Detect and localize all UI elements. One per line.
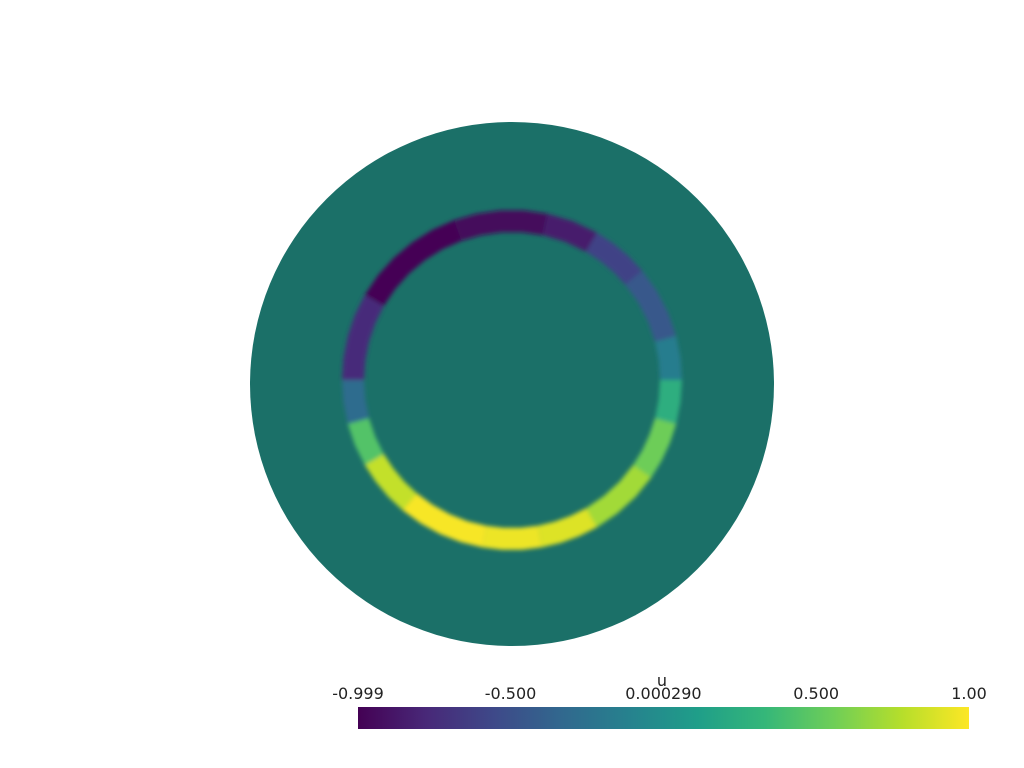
ring-segment [537, 508, 597, 548]
color-ramp [358, 707, 969, 729]
ring-segment [655, 380, 682, 424]
tick-label: -0.500 [484, 684, 537, 703]
circular-domain [250, 122, 774, 646]
field-ring [342, 210, 682, 550]
tick-label: 1.00 [951, 684, 987, 703]
ring-segment [655, 336, 682, 380]
ring-segment [586, 232, 643, 285]
scalar-bar-title: u [656, 671, 668, 690]
ring-segment [482, 525, 542, 550]
ring-segment [586, 464, 652, 528]
tick-label: 0.000290 [625, 684, 702, 703]
ring-segment [342, 380, 369, 424]
ring-segment [542, 213, 597, 252]
ring-segment [364, 220, 462, 306]
scalar-bar: u -0.999 -0.500 0.000290 0.500 1.00 [330, 672, 994, 736]
ring-segment [402, 493, 487, 548]
ring-segment [364, 454, 417, 511]
ring-segment [342, 295, 384, 380]
ring-segment [625, 270, 677, 342]
ring-segment [347, 418, 384, 465]
tick-label: 0.500 [793, 684, 840, 703]
tick-label: -0.999 [332, 684, 384, 703]
ring-segment [633, 418, 677, 478]
ring-segment [453, 210, 548, 241]
